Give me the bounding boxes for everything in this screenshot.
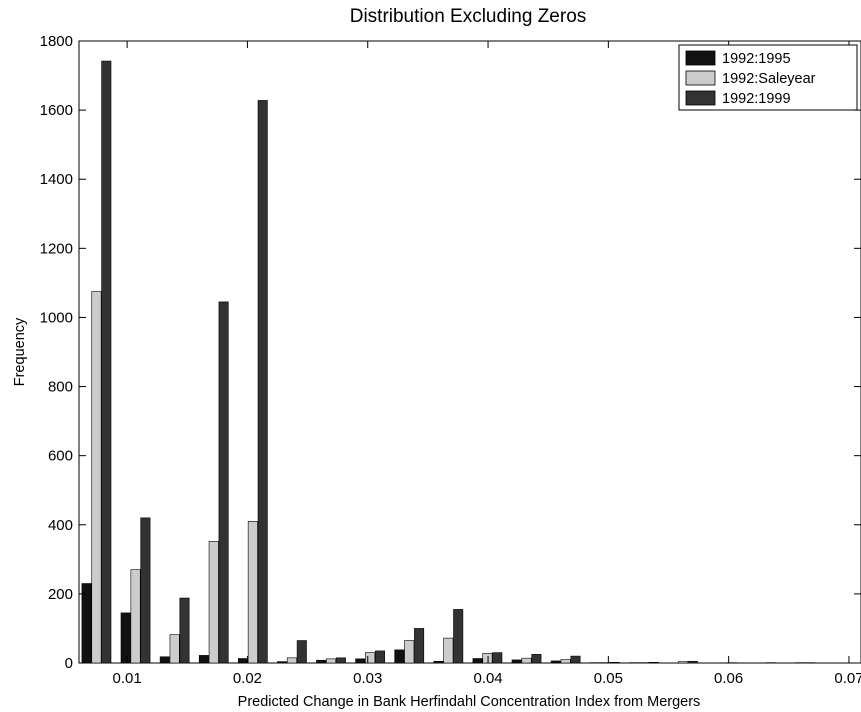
- bar-1992-saleyear-15: [677, 661, 688, 664]
- legend: 1992:1995 1992:Saleyear 1992:1999: [678, 44, 858, 111]
- plot-area: [78, 40, 861, 664]
- bar-1992-1999-6: [335, 657, 346, 664]
- y-tick-label: 1000: [40, 309, 73, 326]
- x-axis-ticks: 0.01 0.02 0.03 0.04 0.05 0.06 0.07: [113, 41, 861, 687]
- y-axis-ticks: 0 200 400 600 800 1000 1200 1400 1600 1800: [40, 33, 861, 672]
- x-tick-label: 0.01: [113, 670, 142, 687]
- bar-1992-1999-14: [648, 662, 659, 664]
- bar-1992-1995-4: [238, 658, 248, 664]
- bar-1992-1999-0: [101, 60, 112, 664]
- y-tick-label: 800: [48, 379, 73, 396]
- bar-1992-1995-10: [472, 658, 483, 664]
- bar-1992-1999-11: [531, 654, 542, 664]
- bar-1992-1999-3: [218, 301, 229, 664]
- bar-group: [81, 60, 816, 664]
- bar-1992-1999-5: [296, 640, 307, 664]
- bar-1992-1999-12: [570, 655, 581, 664]
- y-tick-label: 0: [65, 655, 73, 672]
- bar-1992-1995-11: [511, 659, 522, 664]
- bar-1992-1999-7: [375, 650, 385, 664]
- legend-label-1992-1995: 1992:1995: [722, 51, 791, 67]
- legend-swatch-1992-1999: [685, 90, 716, 106]
- bar-1992-1999-4: [257, 100, 268, 664]
- x-tick-label: 0.04: [473, 670, 502, 687]
- bar-1992-1999-15: [687, 660, 698, 664]
- bar-1992-1995-8: [394, 649, 405, 664]
- bar-1992-1999-8: [414, 628, 425, 664]
- x-tick-label: 0.05: [594, 670, 623, 687]
- bar-1992-saleyear-5: [286, 657, 297, 664]
- bar-1992-saleyear-9: [443, 637, 454, 664]
- bar-1992-saleyear-11: [521, 657, 532, 664]
- x-tick-label: 0.03: [353, 670, 382, 687]
- bar-1992-saleyear-10: [482, 653, 493, 664]
- bar-1992-1999-10: [492, 652, 503, 664]
- bar-1992-1999-9: [453, 609, 464, 664]
- y-tick-label: 1600: [40, 102, 73, 119]
- x-tick-label: 0.06: [714, 670, 743, 687]
- bar-1992-saleyear-7: [365, 652, 376, 664]
- x-tick-label: 0.07: [834, 670, 861, 687]
- bar-1992-1999-1: [140, 517, 151, 664]
- bar-1992-saleyear-12: [560, 659, 571, 664]
- bar-1992-saleyear-3: [208, 541, 219, 664]
- bar-1992-1995-9: [433, 660, 444, 664]
- y-tick-label: 1400: [40, 171, 73, 188]
- bar-1992-saleyear-6: [326, 658, 337, 664]
- bar-1992-1995-6: [316, 659, 327, 664]
- y-axis-label: Frequency: [12, 317, 28, 386]
- bar-1992-1995-2: [159, 656, 170, 664]
- chart-title: Distribution Excluding Zeros: [350, 6, 587, 27]
- bar-1992-saleyear-2: [169, 634, 180, 664]
- bar-1992-saleyear-1: [130, 569, 141, 664]
- x-axis-label: Predicted Change in Bank Herfindahl Conc…: [238, 694, 701, 710]
- legend-swatch-1992-1995: [685, 50, 716, 66]
- bar-1992-1995-0: [81, 583, 92, 664]
- legend-swatch-1992-saleyear: [685, 70, 716, 86]
- x-tick-label: 0.02: [233, 670, 262, 687]
- bar-1992-1995-7: [355, 658, 366, 664]
- y-tick-label: 1800: [40, 33, 73, 50]
- bar-1992-1995-12: [550, 660, 561, 664]
- y-tick-label: 600: [48, 448, 73, 465]
- legend-label-1992-saleyear: 1992:Saleyear: [722, 71, 816, 87]
- bar-1992-1995-1: [120, 612, 131, 664]
- bar-1992-1999-2: [179, 597, 190, 664]
- bar-1992-1995-3: [198, 655, 209, 664]
- y-tick-label: 1200: [40, 240, 73, 257]
- y-tick-label: 400: [48, 517, 73, 534]
- bar-1992-saleyear-4: [247, 521, 258, 664]
- bar-1992-saleyear-8: [404, 640, 415, 664]
- bar-1992-1995-5: [277, 661, 288, 664]
- bar-1992-1999-13: [609, 662, 620, 664]
- legend-label-1992-1999: 1992:1999: [722, 91, 791, 107]
- y-tick-label: 200: [48, 586, 73, 603]
- bar-1992-saleyear-0: [91, 291, 102, 664]
